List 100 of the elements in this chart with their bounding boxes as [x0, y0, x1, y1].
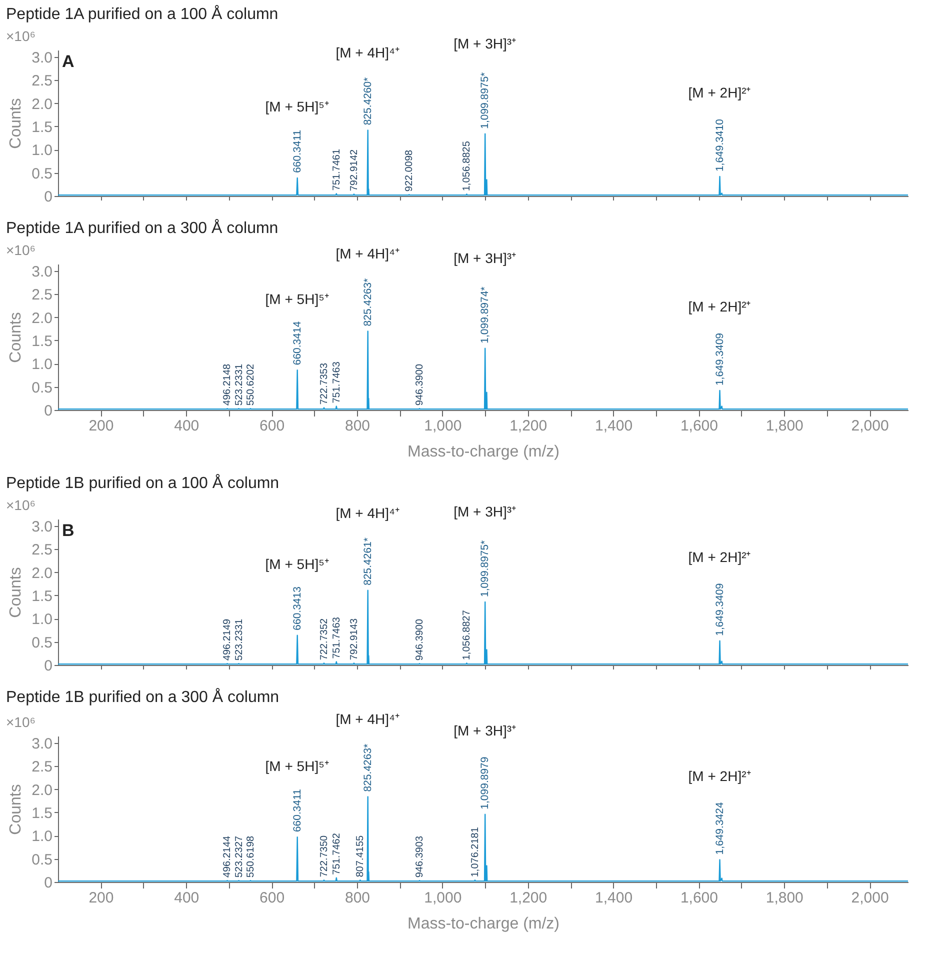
annotation: 660.3414 [291, 321, 304, 366]
annotation: 1,099.8979 [479, 756, 492, 810]
annotation: [M + 2H]²⁺ [688, 298, 752, 315]
y-axis-title: Counts [8, 312, 25, 363]
annotation: 825.4263* [362, 278, 374, 326]
text: ×10⁶ [6, 497, 36, 513]
annotation: 1,076.2181 [470, 826, 481, 878]
annotation: 523.2327 [234, 835, 245, 878]
x-tick-label: 1,000 [424, 418, 462, 434]
x-tick-label: 400 [174, 418, 200, 434]
annotation: 807.4155 [355, 835, 366, 878]
annotation: 523.2331 [234, 363, 245, 406]
annotation: [M + 3H]³⁺ [454, 722, 517, 738]
y-tick-label: 3.0 [32, 735, 52, 752]
x-tick-label: 1,400 [595, 890, 633, 906]
x-axis-title: Mass-to-charge (m/z) [407, 916, 560, 932]
annotation: [M + 2H]²⁺ [688, 768, 752, 784]
y-tick-label: 3.0 [32, 518, 52, 536]
text: ×10⁶ [6, 714, 36, 730]
x-tick-label: 200 [88, 418, 114, 434]
chart-title: Peptide 1B purified on a 300 Å column [6, 688, 280, 706]
annotation: 722.7352 [318, 618, 330, 660]
annotation: 946.3903 [414, 835, 426, 878]
y-tick-label: 2.5 [32, 542, 52, 559]
annotation: 946.3900 [414, 363, 426, 406]
y-tick-label: 0 [44, 874, 52, 892]
annotation: [M + 3H]³⁺ [454, 35, 517, 52]
x-tick-label: 2,000 [851, 418, 889, 434]
annotation: 496.2144 [222, 835, 234, 878]
annotation: [M + 3H]³⁺ [454, 250, 517, 266]
annotation: 946.3900 [414, 618, 426, 661]
y-tick-label: 2.5 [32, 758, 52, 776]
annotation: [M + 2H]²⁺ [688, 548, 752, 565]
x-tick-label: 1,000 [424, 890, 462, 906]
text: ×10⁶ [6, 28, 36, 44]
x-axis-title: Mass-to-charge (m/z) [407, 444, 560, 460]
annotation: [M + 5H]⁵⁺ [265, 556, 330, 572]
x-tick-label: 2,000 [851, 890, 889, 906]
annotation: 722.7353 [318, 362, 330, 405]
annotation: 1,099.8975* [479, 540, 492, 597]
y-tick-label: 1.5 [32, 332, 52, 350]
annotation: 825.4261* [362, 537, 374, 586]
x-tick-label: 1,200 [510, 418, 548, 434]
annotation: 660.3411 [291, 130, 304, 173]
annotation: 1,056.8827 [462, 610, 473, 660]
annotation: 792.9142 [348, 149, 360, 192]
y-tick-label: 2.0 [32, 782, 52, 799]
annotation: 496.2149 [222, 618, 234, 661]
chart-title: Peptide 1B purified on a 100 Å column [6, 474, 280, 492]
annotation: 1,649.3424 [714, 802, 726, 855]
x-tick-label: 1,800 [766, 890, 804, 906]
annotation: B [62, 521, 74, 540]
annotation: 825.4260* [362, 77, 374, 126]
annotation: 550.6198 [245, 835, 256, 878]
y-tick-label: 1.5 [32, 118, 52, 136]
x-tick-label: 1,800 [766, 418, 804, 434]
annotation: 660.3411 [291, 788, 304, 832]
y-tick-label: 1.5 [32, 804, 52, 822]
annotation: 1,649.3409 [714, 583, 726, 636]
annotation: 1,099.8975* [479, 72, 492, 129]
annotation: 825.4263* [362, 744, 374, 792]
annotation: 722.7350 [318, 835, 330, 878]
annotation: 922.0098 [404, 149, 416, 192]
y-tick-label: 0.5 [32, 379, 52, 396]
x-tick-label: 1,600 [680, 890, 718, 906]
annotation: A [62, 52, 74, 71]
text: ×10⁶ [6, 242, 36, 258]
chart-title: Peptide 1A purified on a 300 Å column [6, 219, 278, 237]
annotation: 1,099.8974* [479, 286, 492, 344]
y-tick-label: 0.5 [32, 165, 52, 182]
x-tick-label: 600 [260, 890, 285, 906]
annotation: 496.2148 [222, 363, 234, 406]
annotation: 1,649.3410 [714, 118, 726, 172]
y-tick-label: 3.0 [32, 49, 52, 66]
y-tick-label: 1.0 [32, 356, 52, 374]
y-tick-label: 0 [44, 188, 52, 206]
y-tick-label: 2.0 [32, 96, 52, 113]
x-tick-label: 200 [88, 890, 114, 906]
y-tick-label: 2.5 [32, 72, 52, 90]
annotation: 792.9143 [348, 618, 360, 660]
y-tick-label: 2.5 [32, 286, 52, 304]
x-tick-label: 600 [260, 418, 285, 434]
x-tick-label: 400 [174, 890, 200, 906]
y-tick-label: 1.0 [32, 142, 52, 160]
y-axis-title: Counts [8, 567, 25, 618]
y-tick-label: 0.5 [32, 851, 52, 868]
y-tick-label: 1.5 [32, 588, 52, 605]
y-tick-label: 1.0 [32, 611, 52, 628]
annotation: 1,649.3409 [714, 332, 726, 386]
y-tick-label: 0.5 [32, 634, 52, 652]
annotation: 1,056.8825 [462, 140, 473, 192]
annotation: [M + 2H]²⁺ [688, 84, 752, 101]
annotation: [M + 5H]⁵⁺ [265, 758, 330, 774]
y-tick-label: 3.0 [32, 263, 52, 280]
annotation: 751.7463 [331, 361, 342, 404]
x-tick-label: 800 [344, 418, 370, 434]
annotation: [M + 4H]⁴⁺ [336, 504, 400, 521]
y-axis-title: Counts [8, 98, 25, 149]
text: [M + 4H]⁴⁺ [336, 711, 400, 728]
annotation: 751.7462 [331, 832, 342, 875]
